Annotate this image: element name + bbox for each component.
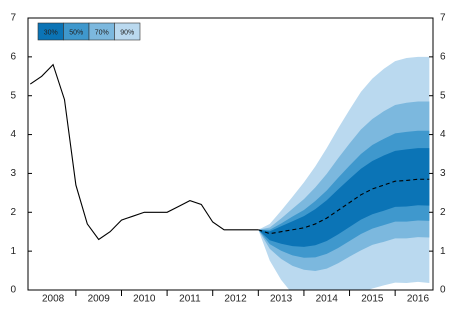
y-tick-label: 2 (10, 207, 16, 218)
y2-tick-label: 1 (440, 246, 446, 257)
legend-label: 90% (120, 29, 134, 36)
y-tick-label: 1 (10, 246, 16, 257)
legend-label: 30% (44, 29, 58, 36)
x-tick-label: 2012 (224, 294, 247, 305)
central-projection (258, 178, 430, 235)
history-line (29, 63, 259, 241)
y-tick-label: 3 (10, 168, 16, 179)
y2-tick-label: 7 (440, 13, 446, 24)
plot-area (29, 56, 430, 290)
y2-tick-label: 6 (440, 51, 446, 62)
legend-label: 50% (69, 29, 83, 36)
y2-tick-label: 4 (440, 129, 446, 140)
x-tick-label: 2015 (361, 294, 384, 305)
fan-band (258, 148, 430, 247)
y-tick-label: 5 (10, 90, 16, 101)
x-tick-label: 2009 (88, 294, 111, 305)
x-tick-label: 2014 (316, 294, 339, 305)
x-tick-label: 2016 (407, 294, 430, 305)
legend: 30% 50% 70% 90% (37, 22, 141, 41)
x-tick-label: 2013 (270, 294, 293, 305)
y-tick-label: 4 (10, 129, 16, 140)
legend-label: 70% (95, 29, 109, 36)
y2-tick-label: 2 (440, 207, 446, 218)
plot-frame (27, 17, 434, 291)
legend-swatch (114, 22, 141, 41)
y2-tick-label: 3 (440, 168, 446, 179)
x-tick-label: 2010 (133, 294, 156, 305)
x-tick-label: 2011 (179, 294, 201, 305)
x-tick-label: 2008 (42, 294, 65, 305)
y2-tick-label: 5 (440, 90, 446, 101)
y-tick-label: 7 (10, 13, 16, 24)
y-tick-label: 6 (10, 51, 16, 62)
y-tick-label: 0 (10, 285, 16, 296)
y2-tick-label: 0 (440, 285, 446, 296)
